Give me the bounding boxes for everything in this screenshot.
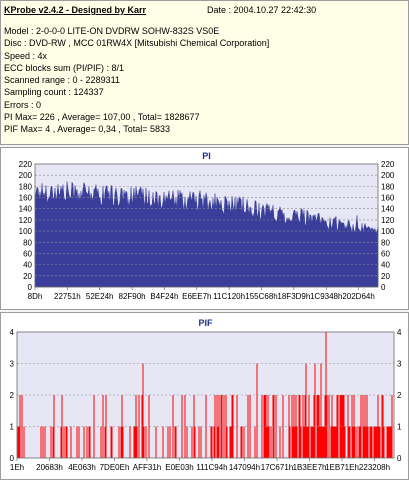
y-tick-label-left: 3 [10,360,15,369]
plot-border [16,331,395,459]
y-tick-label-right: 200 [381,171,395,180]
y-tick-label-right: 80 [381,238,390,247]
info-ecc-blocks: ECC blocks sum (PI/PIF) : 8/1 [4,62,125,73]
x-tick-label: 7DE0Eh [100,463,130,472]
chart-title: PIF [198,318,213,328]
y-tick-label-right: 120 [381,216,395,225]
y-tick-label-left: 2 [10,391,15,400]
y-tick-label-right: 4 [397,328,402,337]
pif-chart-panel: PIF 0 0 1 1 2 2 3 3 4 4 1Eh 20683h 4E063h 7DE0Eh AFF31h… [0,312,409,480]
y-tick-label-left: 160 [19,194,33,203]
y-tick-label-left: 180 [19,182,33,191]
y-tick-label-left: 4 [10,328,15,337]
x-tick-label: 11C120h [213,292,245,301]
x-tick-label: E0E03h [165,463,193,472]
x-tick-label: 1EB71Eh [325,463,359,472]
chart-title: PI [202,151,211,161]
info-header: KProbe v2.4.2 - Designed by Karr Date : … [4,4,405,18]
x-tick-label: 20683h [36,463,63,472]
y-tick-label-right: 3 [397,360,402,369]
x-tick-label: 82F90h [119,292,146,301]
info-errors: Errors : 0 [4,99,42,110]
x-tick-label: 147094h [229,463,260,472]
y-tick-label-left: 60 [23,249,32,258]
x-tick-label: 17C671h [261,463,293,472]
info-scanned-range: Scanned range : 0 - 2289311 [4,75,120,86]
y-tick-label-left: 80 [23,238,32,247]
pif-chart: PIF 0 0 1 1 2 2 3 3 4 4 1Eh 20683h 4E063h 7DE0Eh AFF31h… [10,318,402,472]
y-tick-label-right: 140 [381,205,395,214]
y-tick-label-right: 100 [381,227,395,236]
info-speed: Speed : 4x [4,50,48,61]
info-lines: Model : 2-0-0-0 LITE-ON DVDRW SOHW-832S … [4,25,269,136]
y-tick-label-right: 0 [381,283,386,292]
x-tick-label: 1B3EE7h [293,463,327,472]
y-tick-label-left: 40 [23,261,32,270]
y-tick-label-left: 200 [19,171,33,180]
scan-date: Date : 2004.10.27 22:42:30 [207,5,317,15]
info-pi-summary: PI Max= 226 , Average= 107,00 , Total= 1… [4,112,200,123]
x-tick-label: 223208h [359,463,390,472]
x-tick-label: 52E24h [86,292,114,301]
plot-border [34,163,379,288]
y-tick-label-right: 20 [381,272,390,281]
pi-chart-panel: PI 0 0 20 20 40 40 60 60 80 80 100 100 120 120 140 140 16… [0,147,409,310]
x-tick-label: 1C9348h [310,292,342,301]
x-tick-label: 4E063h [68,463,96,472]
y-tick-label-left: 100 [19,227,33,236]
y-tick-label-right: 60 [381,249,390,258]
info-pif-summary: PIF Max= 4 , Average= 0,34 , Total= 5833 [4,124,171,135]
x-tick-label: 111C94h [196,463,227,472]
info-panel: KProbe v2.4.2 - Designed by Karr Date : … [0,0,409,145]
pif-bars [17,332,393,458]
x-tick-label: E6EE7h [182,292,211,301]
x-tick-label: 202D64h [342,292,374,301]
y-tick-label-left: 0 [28,283,33,292]
y-tick-label-left: 140 [19,205,33,214]
x-tick-label: 1Eh [10,463,24,472]
x-tick-label: AFF31h [133,463,161,472]
x-tick-label: B4F24h [150,292,178,301]
x-tick-label: 22751h [54,292,81,301]
y-tick-label-right: 40 [381,261,390,270]
pi-chart: PI 0 0 20 20 40 40 60 60 80 80 100 100 120 120 140 140 16… [19,151,395,301]
info-model: Model : 2-0-0-0 LITE-ON DVDRW SOHW-832S … [4,26,220,36]
info-disc: Disc : DVD-RW , MCC 01RW4X [Mitsubishi C… [4,38,270,49]
pi-series-area [34,181,379,288]
y-tick-label-left: 120 [19,216,33,225]
y-tick-label-right: 0 [397,454,402,463]
x-tick-label: 18F3D9h [277,292,310,301]
y-tick-label-right: 180 [381,182,395,191]
x-tick-label: 155C68h [245,292,277,301]
y-tick-label-right: 1 [397,423,402,432]
y-tick-label-left: 20 [23,272,32,281]
app-title: KProbe v2.4.2 - Designed by Karr [4,5,147,15]
y-tick-label-right: 2 [397,391,402,400]
y-tick-label-left: 0 [10,454,15,463]
x-tick-label: 8Dh [28,292,43,301]
y-tick-label-right: 220 [381,160,395,169]
y-tick-label-left: 1 [10,423,15,432]
y-tick-label-right: 160 [381,194,395,203]
info-sampling-count: Sampling count : 124337 [4,87,104,98]
y-tick-label-left: 220 [19,160,33,169]
